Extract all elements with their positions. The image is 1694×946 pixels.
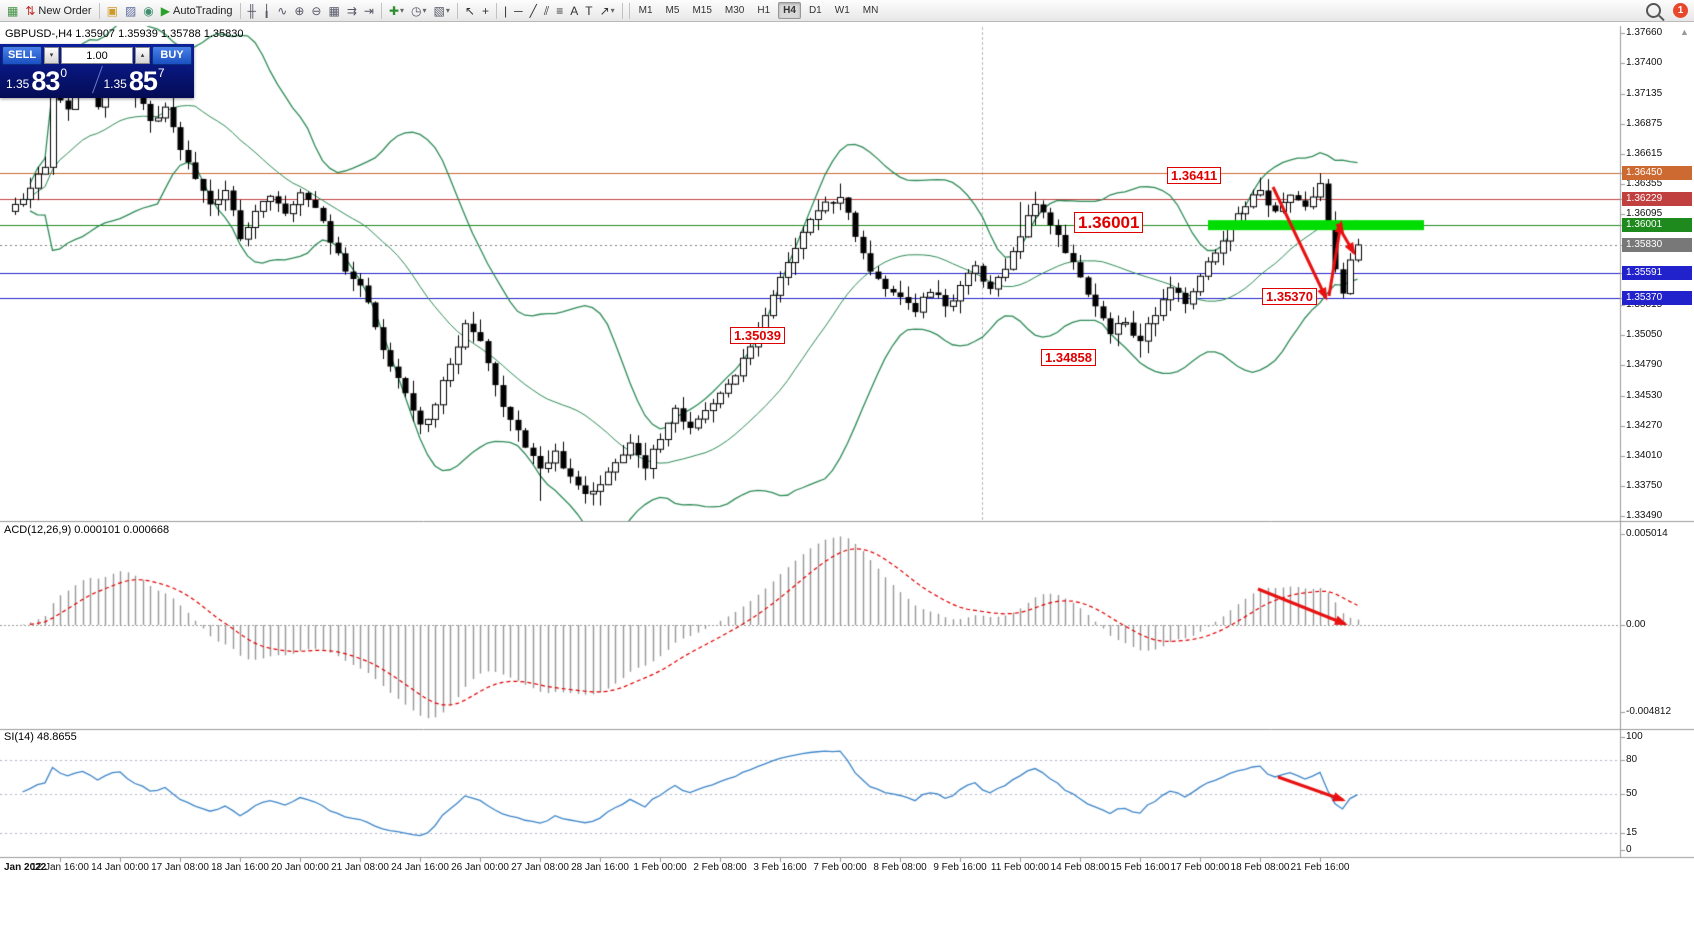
play-icon: ▶ [160,3,170,18]
new-chart-icon: ▦ [7,3,19,18]
channel-icon[interactable]: ⫽ [541,2,552,20]
horizontal-line-icon[interactable]: ─ [511,2,526,20]
community-icon[interactable]: ◉ [140,2,156,20]
chart-shift-icon: ⇥ [363,3,374,18]
horizontal-line-icon: ─ [514,3,523,18]
timeframe-toolbar: M1 M5 M15 M30 H1 H4 D1 W1 MN [633,2,885,19]
new-order-button[interactable]: ⇅ New Order [22,2,94,20]
tile-windows-icon[interactable]: ▦ [325,2,342,20]
main-toolbar: ▦ ⇅ New Order ▣ ▨ ◉ ▶ AutoTrading ╫ ╽ ∿ ⊕ ⊖ ▦ ⇉ ⇥ ✚ ▾ ◷ ▾ ▧ ▾… [0,0,1694,22]
timeframe-button-m5[interactable]: M5 [665,5,680,16]
timeframe-button-mn[interactable]: MN [862,5,879,16]
periods-icon: ◷ [411,3,422,18]
vertical-line-icon: | [503,3,508,18]
cursor-icon[interactable]: ↖ [462,2,478,20]
crosshair-icon: + [481,3,489,18]
trendline-icon: ╱ [529,3,537,18]
candle-mode-icon: ╽ [263,3,271,18]
bar-chart-mode-icon: ╫ [247,3,257,18]
line-mode-icon[interactable]: ∿ [274,2,290,20]
autotrading-button-label: AutoTrading [173,4,233,17]
toolbar-separator [98,2,100,19]
chart-shift-icon[interactable]: ⇥ [361,2,377,20]
bar-chart-mode-icon[interactable]: ╫ [245,2,260,20]
candle-mode-icon[interactable]: ╽ [260,2,273,20]
channel-icon: ⫽ [543,3,550,18]
fibonacci-icon[interactable]: ≡ [553,2,566,20]
trendline-icon[interactable]: ╱ [527,2,540,20]
zoom-in-icon: ⊕ [294,3,305,18]
text-label-icon[interactable]: T [582,2,595,20]
community-icon: ◉ [143,3,154,18]
dropdown-arrow-icon: ▾ [445,6,450,15]
toolbar-separator [380,2,382,19]
toolbar-separator [495,2,497,19]
zoom-in-icon[interactable]: ⊕ [291,2,307,20]
zoom-out-icon[interactable]: ⊖ [308,2,324,20]
zoom-out-icon: ⊖ [311,3,322,18]
new-order-button-label: New Order [38,4,92,17]
timeframe-button-m1[interactable]: M1 [638,5,653,16]
toolbar-separator [239,2,241,19]
arrows-tool-icon[interactable]: ↗ ▾ [597,2,618,20]
autotrading-button[interactable]: ▶ AutoTrading [158,2,236,20]
toolbar-separator [628,2,630,19]
timeframe-button-h4[interactable]: H4 [778,2,801,19]
indicators-icon[interactable]: ✚ ▾ [386,2,407,20]
arrows-tool-icon: ↗ [599,3,610,18]
toolbar-separator [456,2,458,19]
fibonacci-icon: ≡ [556,3,564,18]
crosshair-icon[interactable]: + [479,2,492,20]
cursor-icon: ↖ [464,3,475,18]
timeframe-button-h1[interactable]: H1 [757,5,771,16]
marketplace-icon[interactable]: ▣ [104,2,121,20]
templates-icon: ▧ [433,3,445,18]
timeframe-button-d1[interactable]: D1 [808,5,822,16]
indicators-icon: ✚ [388,3,399,18]
dropdown-arrow-icon: ▾ [422,6,427,15]
line-mode-icon: ∿ [277,3,288,18]
new-chart-icon[interactable]: ▦ [4,2,21,20]
notification-badge[interactable]: 1 [1673,3,1688,18]
auto-scroll-icon[interactable]: ⇉ [344,2,360,20]
auto-scroll-icon: ⇉ [346,3,357,18]
periods-icon[interactable]: ◷ ▾ [408,2,430,20]
vertical-line-icon[interactable]: | [501,2,510,20]
dropdown-arrow-icon: ▾ [400,6,405,15]
templates-icon[interactable]: ▧ ▾ [431,2,453,20]
timeframe-button-w1[interactable]: W1 [834,5,850,16]
tile-windows-icon: ▦ [328,3,340,18]
marketplace-icon: ▣ [106,3,118,18]
codebase-icon[interactable]: ▨ [122,2,139,20]
dropdown-arrow-icon: ▾ [610,6,615,15]
search-icon[interactable] [1646,3,1661,18]
toolbar-buttons: ▦ ⇅ New Order ▣ ▨ ◉ ▶ AutoTrading ╫ ╽ ∿ ⊕ ⊖ ▦ ⇉ ⇥ ✚ ▾ ◷ ▾ ▧ ▾… [4,2,626,20]
timeframe-button-m15[interactable]: M15 [692,5,712,16]
order-icon: ⇅ [25,3,36,18]
toolbar-separator [621,2,623,19]
text-icon: A [570,3,579,18]
text-icon[interactable]: A [567,2,581,20]
codebase-icon: ▨ [124,3,137,18]
timeframe-button-m30[interactable]: M30 [724,5,745,16]
text-label-icon: T [585,3,593,18]
